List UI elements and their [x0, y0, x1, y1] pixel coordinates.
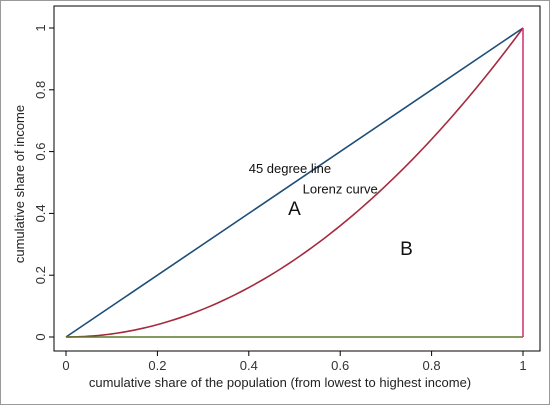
x-axis-title: cumulative share of the population (from…: [89, 375, 471, 390]
series-layer: [65, 27, 524, 338]
y-tick-label: 1: [33, 24, 48, 31]
label-area-b: B: [400, 239, 413, 260]
y-tick-label: 0.4: [33, 204, 48, 222]
x-tick-label: 0.8: [423, 358, 441, 373]
label-45-degree-line: 45 degree line: [249, 161, 331, 176]
label-area-a: A: [288, 199, 301, 220]
plot-area-frame: [53, 5, 541, 352]
label-lorenz-curve: Lorenz curve: [303, 181, 378, 196]
lorenz-curve-line: [65, 27, 524, 338]
y-tick-label: 0.6: [33, 143, 48, 161]
y-tick-label: 0: [33, 333, 48, 340]
diagonal-line: [65, 27, 524, 338]
y-axis-title: cumulative share of income: [12, 105, 27, 263]
x-axis: 0 0.2 0.4 0.6 0.8 1: [62, 351, 527, 373]
x-tick-label: 0: [62, 358, 69, 373]
y-tick-label: 0.2: [33, 266, 48, 284]
x-tick-label: 0.2: [148, 358, 166, 373]
y-tick-label: 0.8: [33, 81, 48, 99]
x-tick-label: 0.6: [331, 358, 349, 373]
x-tick-label: 0.4: [240, 358, 258, 373]
x-tick-label: 1: [519, 358, 526, 373]
y-axis: 0 0.2 0.4 0.6 0.8 1: [33, 24, 54, 341]
